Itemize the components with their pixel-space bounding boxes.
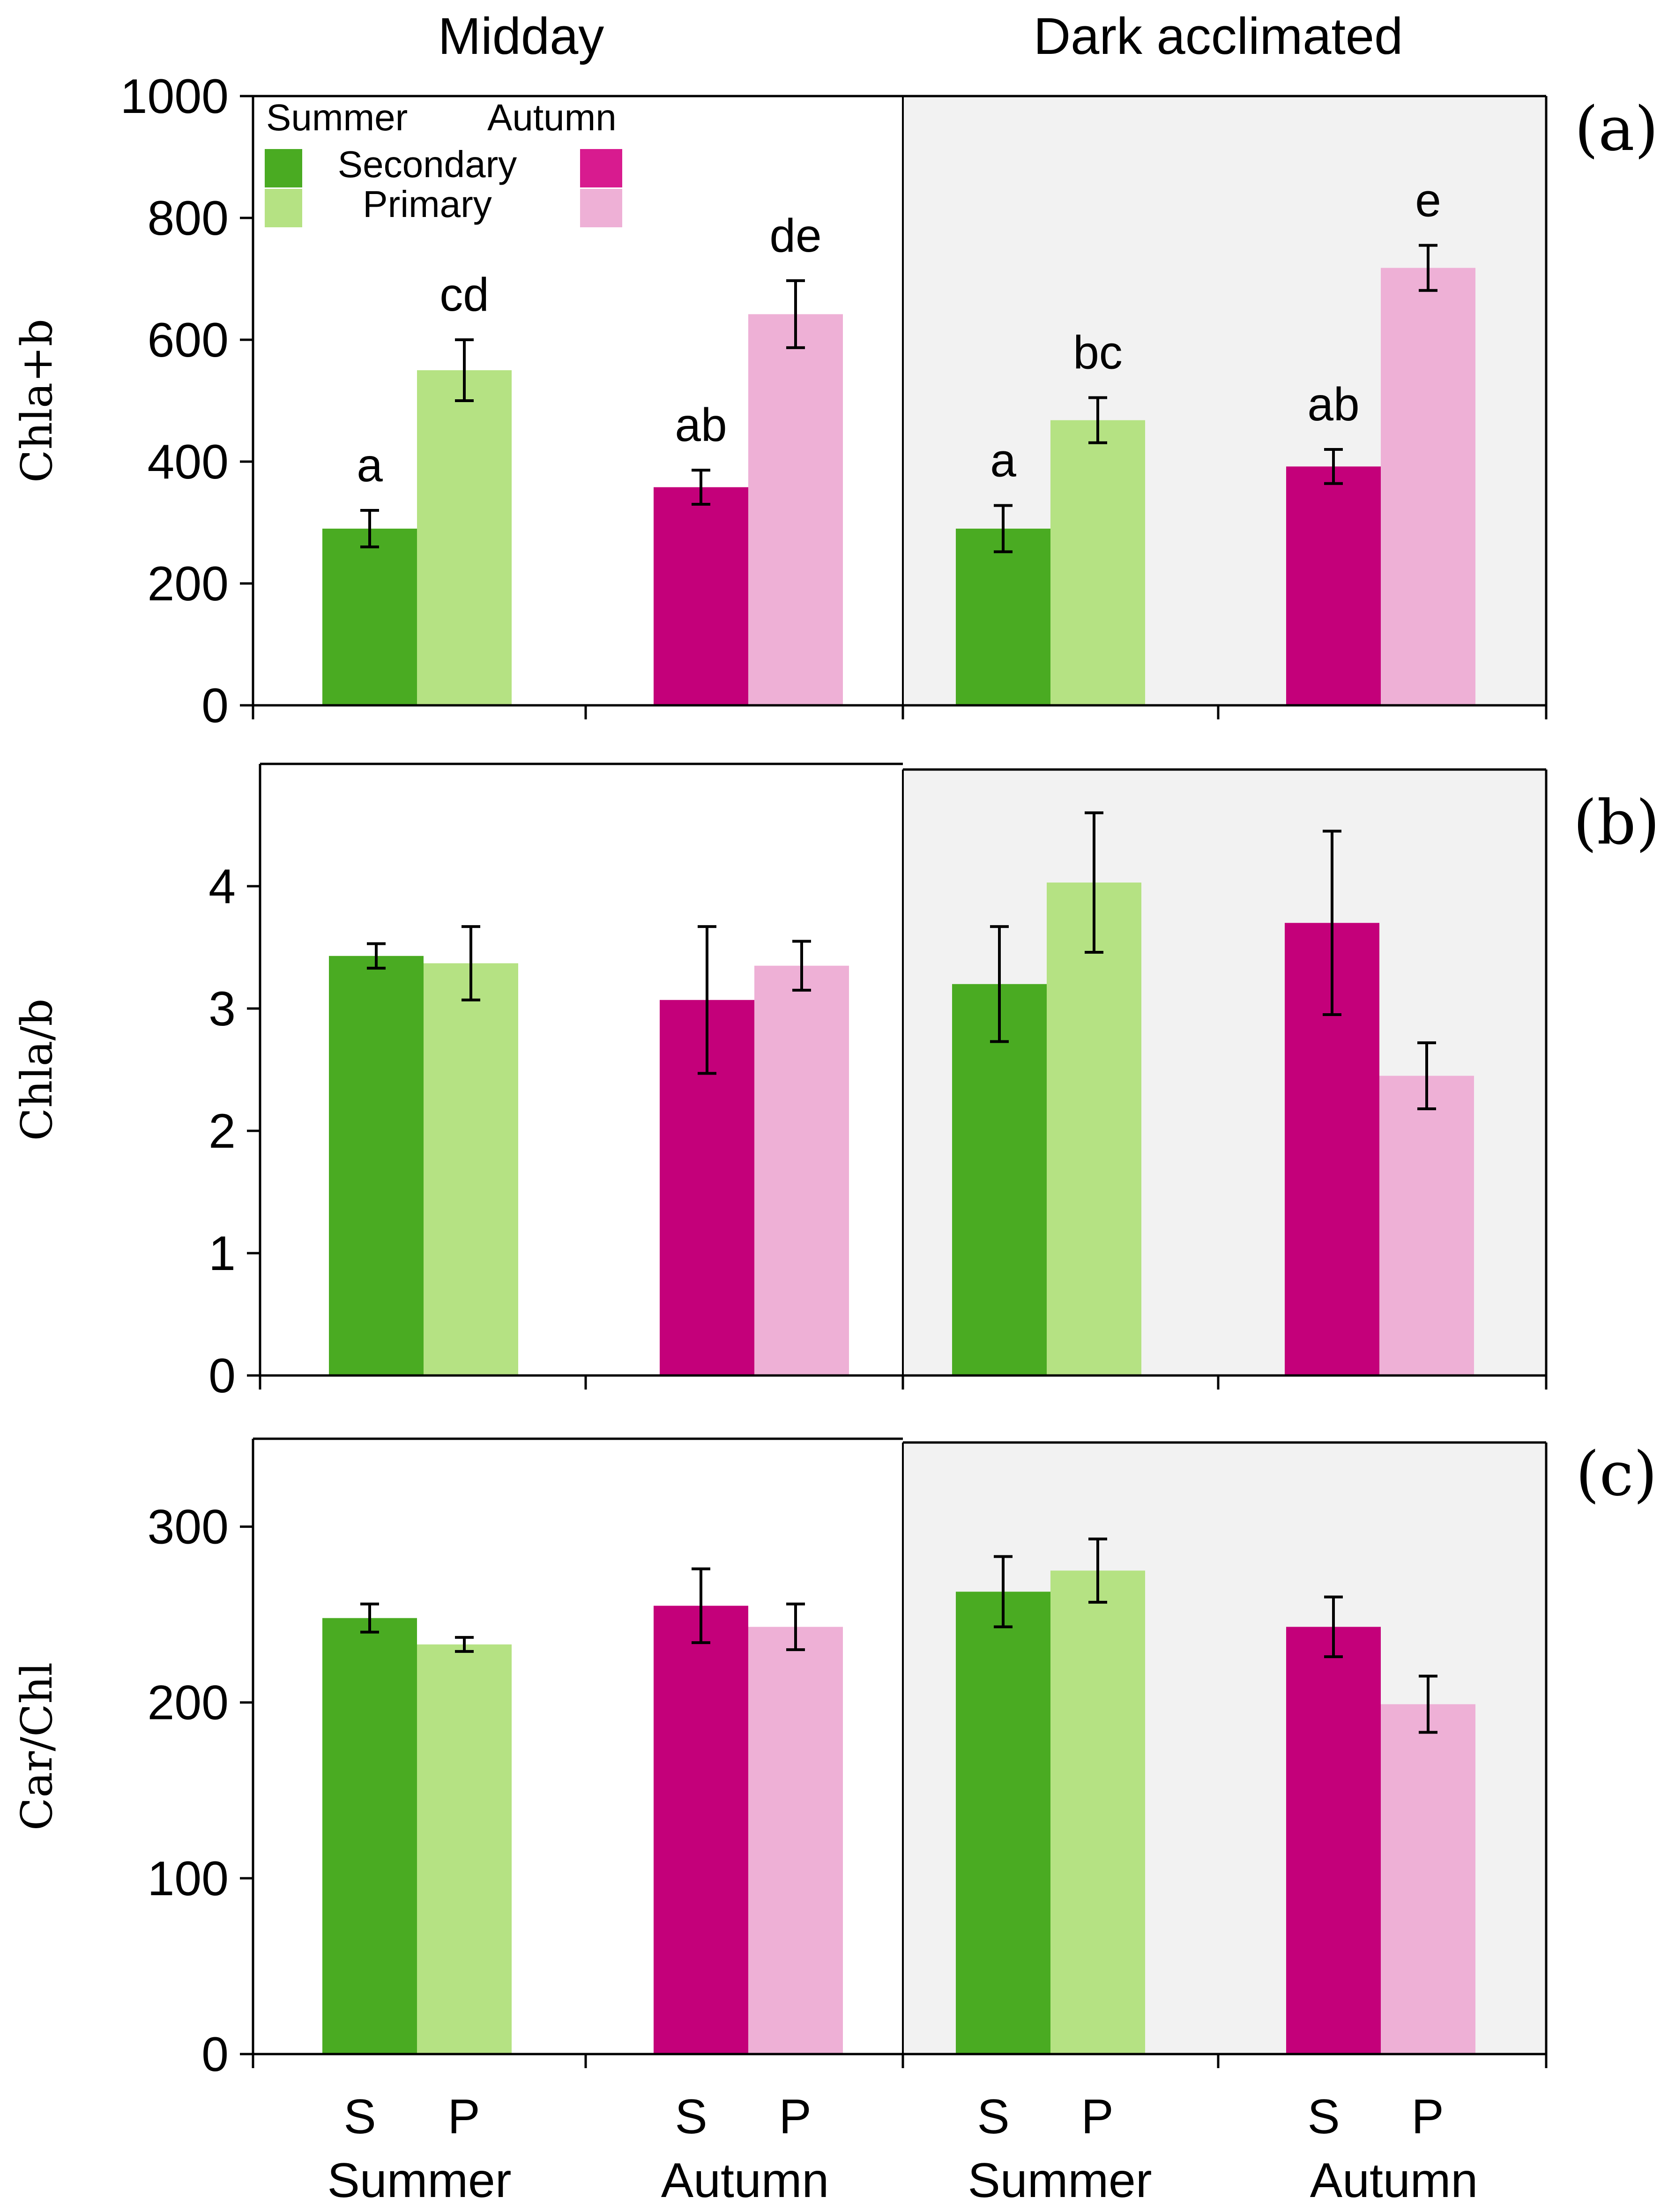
y-tick-label: 100: [147, 1852, 229, 1906]
bar-midday-summer-p: [424, 963, 518, 1375]
legend-label-secondary: Secondary: [338, 143, 517, 185]
panel-a: a cd ab de a bc ab e 0 200 400 600 800 1000 Chla+b (a): [12, 69, 1658, 733]
x-group-label-summer: Summer: [968, 2153, 1152, 2208]
legend-header-autumn: Autumn: [487, 97, 617, 138]
significance-letter: a: [357, 439, 383, 492]
bar-dark-summer-s: [956, 1592, 1050, 2054]
bar-midday-summer-p: [417, 1644, 512, 2054]
y-tick-label: 1000: [120, 69, 229, 124]
bar-dark-summer-p: [1047, 882, 1141, 1375]
y-tick-label: 2: [208, 1104, 236, 1158]
x-group-label-autumn: Autumn: [1310, 2153, 1478, 2208]
significance-letter: ab: [675, 399, 727, 451]
bar-midday-summer-s: [329, 956, 424, 1375]
significance-letter: bc: [1073, 327, 1123, 379]
x-tick-label-p: P: [779, 2090, 811, 2144]
panel-c: 0 100 200 300 Car/Chl (c): [12, 1437, 1657, 2082]
bar-dark-summer-p: [1050, 1570, 1145, 2054]
panel-b: 0 1 2 3 4 Chla/b (b): [12, 762, 1660, 1403]
legend-swatch-summer-primary: [265, 189, 302, 227]
bar-midday-autumn-p: [748, 314, 843, 705]
bar-dark-autumn-s: [1286, 466, 1381, 705]
legend-label-primary: Primary: [363, 183, 492, 225]
y-axis-label: Chla+b: [12, 319, 62, 483]
bar-midday-summer-p: [417, 370, 512, 705]
y-tick-label: 4: [208, 859, 236, 914]
y-tick-label: 0: [208, 1349, 236, 1403]
significance-letter: ab: [1307, 378, 1359, 431]
y-tick-label: 0: [201, 679, 229, 733]
x-tick-label-s: S: [977, 2090, 1009, 2144]
bar-dark-autumn-p: [1381, 1704, 1475, 2054]
panel-tag: (b): [1573, 787, 1660, 858]
legend-header-summer: Summer: [266, 97, 408, 138]
x-tick-label-p: P: [1081, 2090, 1113, 2144]
x-tick-label-s: S: [675, 2090, 707, 2144]
significance-letter: cd: [439, 269, 489, 321]
y-tick-label: 200: [147, 557, 229, 611]
y-tick-label: 1: [208, 1226, 236, 1281]
y-tick-label: 3: [208, 982, 236, 1036]
y-tick-label: 200: [147, 1676, 229, 1730]
x-tick-label-p: P: [1411, 2090, 1444, 2144]
y-axis-label: Car/Chl: [12, 1662, 62, 1831]
x-tick-label-s: S: [1307, 2090, 1340, 2144]
legend-swatch-autumn-secondary: [580, 149, 622, 187]
y-tick-label: 0: [201, 2027, 229, 2082]
bar-midday-summer-s: [322, 529, 417, 705]
bar-dark-summer-p: [1050, 420, 1145, 705]
bar-dark-autumn-p: [1381, 268, 1475, 705]
y-axis-label: Chla/b: [12, 999, 62, 1141]
legend-swatch-summer-secondary: [265, 149, 302, 187]
bar-dark-summer-s: [956, 529, 1050, 705]
significance-letter: e: [1415, 174, 1441, 227]
x-tick-label-p: P: [447, 2090, 480, 2144]
y-tick-label: 800: [147, 191, 229, 246]
bar-dark-autumn-p: [1379, 1076, 1474, 1375]
bar-dark-summer-s: [952, 984, 1047, 1375]
column-title-dark-acclimated: Dark acclimated: [1034, 7, 1403, 65]
y-tick-label: 400: [147, 435, 229, 489]
bar-midday-autumn-s: [654, 1606, 748, 2054]
x-tick-label-s: S: [343, 2090, 376, 2144]
bar-dark-autumn-s: [1286, 1627, 1381, 2054]
legend-swatch-autumn-primary: [580, 189, 622, 227]
panel-tag: (c): [1576, 1438, 1657, 1510]
y-tick-label: 300: [147, 1500, 229, 1554]
bar-midday-autumn-p: [748, 1627, 843, 2054]
x-group-label-summer: Summer: [328, 2153, 512, 2208]
bar-midday-summer-s: [322, 1618, 417, 2054]
y-tick-label: 600: [147, 313, 229, 367]
panel-tag: (a): [1575, 93, 1659, 164]
significance-letter: de: [769, 209, 821, 262]
significance-letter: a: [990, 434, 1016, 487]
bar-midday-autumn-s: [654, 487, 748, 705]
bar-midday-autumn-p: [754, 965, 849, 1375]
x-group-label-autumn: Autumn: [661, 2153, 829, 2208]
column-title-midday: Midday: [438, 7, 604, 65]
